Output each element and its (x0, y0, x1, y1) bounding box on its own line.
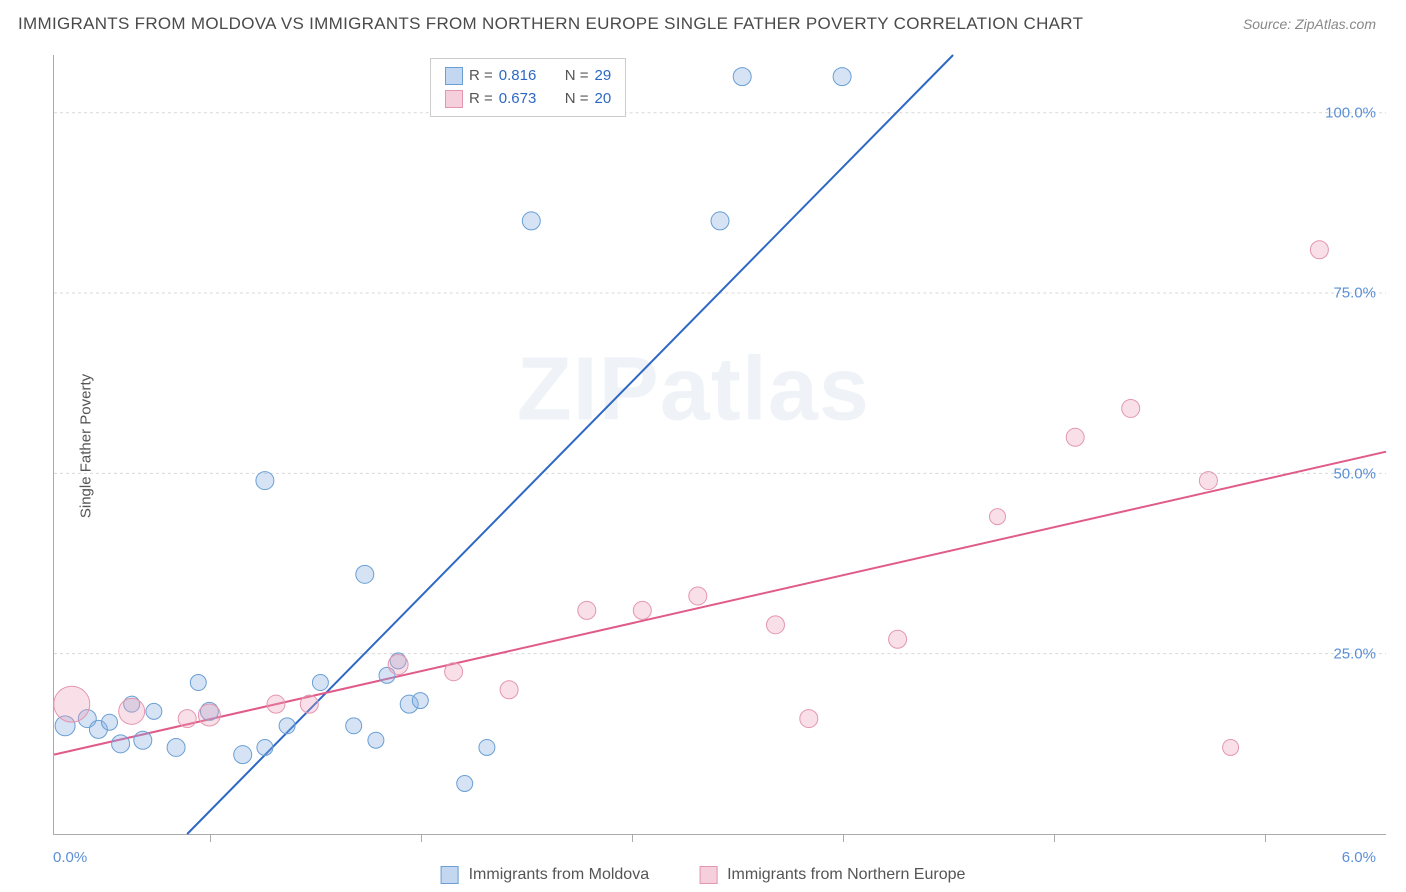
x-tick (1265, 834, 1266, 842)
data-point (800, 710, 818, 728)
data-point (1199, 472, 1217, 490)
data-point (312, 675, 328, 691)
data-point (1122, 399, 1140, 417)
data-point (633, 601, 651, 619)
chart-title: IMMIGRANTS FROM MOLDOVA VS IMMIGRANTS FR… (18, 14, 1083, 34)
n-label: N = (565, 65, 589, 88)
data-point (54, 686, 90, 722)
data-point (990, 509, 1006, 525)
series-legend-label: Immigrants from Northern Europe (727, 866, 965, 884)
data-point (267, 695, 285, 713)
x-tick (210, 834, 211, 842)
series-legend-label: Immigrants from Moldova (469, 866, 650, 884)
data-point (1310, 241, 1328, 259)
legend-swatch (441, 866, 459, 884)
data-point (889, 630, 907, 648)
data-point (112, 735, 130, 753)
x-tick (421, 834, 422, 842)
data-point (102, 714, 118, 730)
data-point (689, 587, 707, 605)
data-point (711, 212, 729, 230)
data-point (1223, 739, 1239, 755)
data-point (190, 675, 206, 691)
data-point (167, 738, 185, 756)
data-point (234, 746, 252, 764)
data-point (346, 718, 362, 734)
data-point (522, 212, 540, 230)
series-legend: Immigrants from Moldova Immigrants from N… (441, 866, 966, 884)
x-tick-label: 0.0% (53, 849, 87, 866)
source-label: Source: ZipAtlas.com (1243, 16, 1376, 32)
data-point (1066, 428, 1084, 446)
r-label: R = (469, 65, 493, 88)
x-tick-label: 6.0% (1342, 849, 1376, 866)
data-point (257, 739, 273, 755)
y-tick-label: 25.0% (1333, 646, 1376, 663)
r-label: R = (469, 88, 493, 111)
data-point (119, 698, 145, 724)
data-point (279, 718, 295, 734)
plot-area: ZIPatlas (53, 55, 1386, 835)
data-point (300, 695, 318, 713)
legend-swatch (699, 866, 717, 884)
series-legend-item: Immigrants from Northern Europe (699, 866, 965, 884)
series-legend-item: Immigrants from Moldova (441, 866, 650, 884)
x-tick (632, 834, 633, 842)
x-tick (843, 834, 844, 842)
r-value: 0.673 (499, 88, 551, 111)
y-tick-label: 75.0% (1333, 285, 1376, 302)
n-value: 20 (595, 88, 612, 111)
y-tick-label: 50.0% (1333, 465, 1376, 482)
data-point (198, 704, 220, 726)
data-point (733, 68, 751, 86)
r-value: 0.816 (499, 65, 551, 88)
correlation-legend-row: R = 0.816 N = 29 (445, 65, 611, 88)
data-point (445, 663, 463, 681)
data-point (178, 710, 196, 728)
data-point (388, 655, 408, 675)
chart-svg (54, 55, 1386, 834)
data-point (479, 739, 495, 755)
data-point (356, 565, 374, 583)
legend-swatch (445, 90, 463, 108)
data-point (256, 472, 274, 490)
legend-swatch (445, 67, 463, 85)
data-point (578, 601, 596, 619)
y-tick-label: 100.0% (1325, 104, 1376, 121)
n-value: 29 (595, 65, 612, 88)
data-point (134, 731, 152, 749)
data-point (412, 693, 428, 709)
x-tick (1054, 834, 1055, 842)
data-point (767, 616, 785, 634)
correlation-legend: R = 0.816 N = 29 R = 0.673 N = 20 (430, 58, 626, 117)
chart-container: IMMIGRANTS FROM MOLDOVA VS IMMIGRANTS FR… (0, 0, 1406, 892)
data-point (368, 732, 384, 748)
data-point (833, 68, 851, 86)
correlation-legend-row: R = 0.673 N = 20 (445, 88, 611, 111)
n-label: N = (565, 88, 589, 111)
data-point (457, 776, 473, 792)
data-point (146, 703, 162, 719)
data-point (500, 681, 518, 699)
